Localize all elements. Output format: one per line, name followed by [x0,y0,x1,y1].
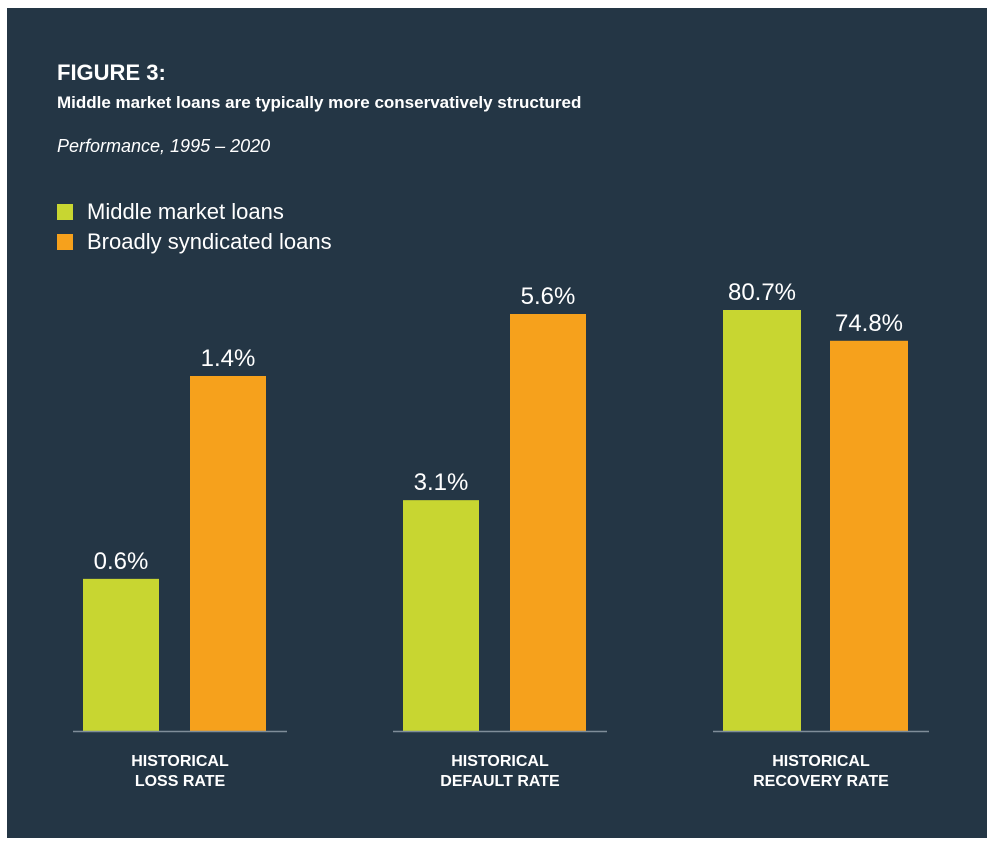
legend-swatch-1 [57,234,73,250]
legend: Middle market loans Broadly syndicated lo… [57,199,332,254]
bar-1-0 [403,500,479,731]
category-labels-group: HISTORICAL LOSS RATE HISTORICAL DEFAULT RAT… [131,753,889,790]
bar-1-1 [510,314,586,731]
chart-frame: FIGURE 3: Middle market loans are typica… [7,8,987,838]
category-label-1-line-0: HISTORICAL [451,753,549,770]
category-label-2-line-1: RECOVERY RATE [753,773,889,790]
category-label-1-line-1: DEFAULT RATE [440,773,560,790]
chart-title: Middle market loans are typically more c… [57,93,581,112]
figure-label: FIGURE 3: [57,60,166,85]
bar-2-0 [723,310,801,731]
legend-swatch-0 [57,204,73,220]
data-label-1-0: 3.1% [414,469,469,496]
data-label-1-1: 5.6% [521,283,576,310]
bars-group: 0.6% 1.4% 3.1% 5.6% 80.7% 74.8% [83,279,908,731]
bar-2-1 [830,340,908,731]
legend-label-0: Middle market loans [87,199,284,224]
bar-0-0 [83,578,159,731]
bar-0-1 [190,376,266,731]
category-label-0-line-0: HISTORICAL [131,753,229,770]
data-label-2-1: 74.8% [835,310,903,337]
chart-subtitle: Performance, 1995 – 2020 [57,136,270,156]
category-label-2-line-0: HISTORICAL [772,753,870,770]
legend-label-1: Broadly syndicated loans [87,229,332,254]
data-label-0-0: 0.6% [94,548,149,575]
data-label-2-0: 80.7% [728,279,796,306]
category-label-0-line-1: LOSS RATE [135,773,226,790]
data-label-0-1: 1.4% [201,345,256,372]
bar-chart: FIGURE 3: Middle market loans are typica… [57,60,929,790]
